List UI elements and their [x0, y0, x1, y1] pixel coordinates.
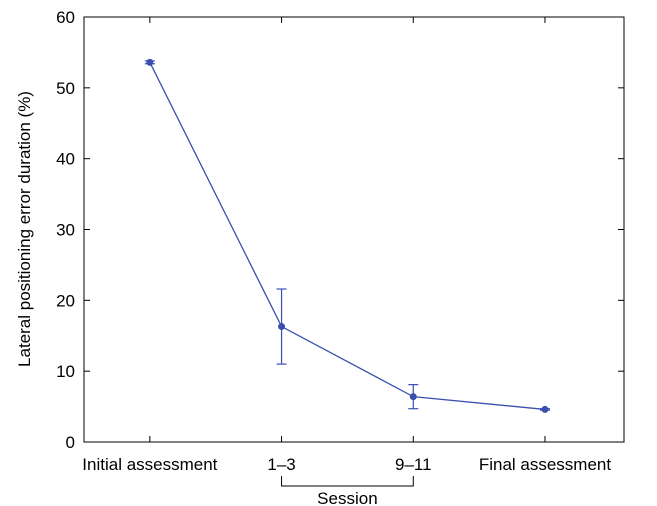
y-tick-label: 50 [56, 79, 75, 98]
plot-frame [83, 16, 625, 443]
y-tick-label: 30 [56, 221, 75, 240]
bracket-line [281, 476, 414, 487]
bracket-label: Session [317, 489, 377, 506]
series-line [149, 62, 546, 411]
session-bracket: Session [281, 476, 414, 506]
series-layer [144, 58, 550, 413]
y-tick-label: 40 [56, 150, 75, 169]
y-tick-label: 20 [56, 291, 75, 310]
data-point [409, 393, 417, 401]
data-point [278, 323, 286, 331]
x-category-label: 1–3 [267, 455, 295, 474]
y-tick-label: 0 [66, 433, 75, 452]
x-category-label: Final assessment [479, 455, 612, 474]
data-point [541, 405, 549, 413]
y-tick-label: 60 [56, 8, 75, 27]
x-category-label: Initial assessment [82, 455, 217, 474]
y-axis-title: Lateral positioning error duration (%) [15, 91, 34, 367]
y-tick-label: 10 [56, 362, 75, 381]
data-point [146, 58, 154, 66]
x-category-label: 9–11 [395, 455, 432, 474]
x-axis-ticks: Initial assessment 1–3 9–11 Final assessmen… [82, 17, 611, 474]
y-axis-ticks: 0 10 20 30 40 50 60 [56, 8, 624, 452]
